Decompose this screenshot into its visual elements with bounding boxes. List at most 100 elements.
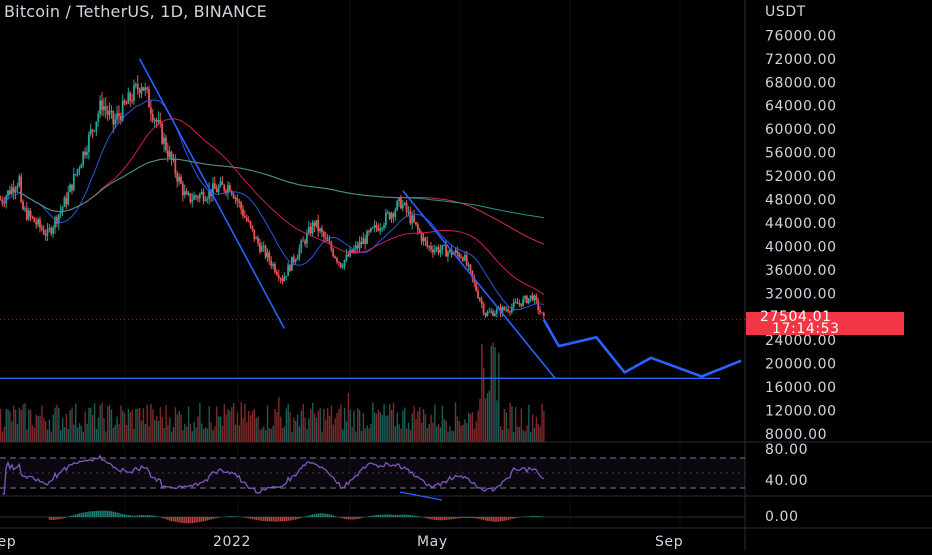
volume-bar — [152, 409, 153, 442]
volume-bar — [534, 428, 535, 442]
macd-histogram-bar — [71, 516, 72, 517]
macd-histogram-bar — [489, 517, 490, 521]
candle-body — [48, 228, 50, 229]
candle-body — [17, 186, 19, 189]
macd-histogram-bar — [481, 517, 482, 520]
volume-bar — [17, 424, 18, 442]
macd-histogram-bar — [312, 514, 313, 517]
macd-histogram-bar — [209, 517, 210, 520]
macd-histogram-bar — [344, 517, 345, 519]
volume-bar — [380, 412, 381, 442]
macd-histogram-bar — [357, 517, 358, 519]
macd-tick-label: 0.00 — [765, 509, 799, 525]
volume-bar — [22, 404, 23, 442]
volume-bar — [526, 425, 527, 442]
volume-bar — [120, 406, 121, 442]
volume-bar — [481, 344, 482, 442]
volume-bar — [248, 411, 249, 442]
volume-bar — [502, 430, 503, 442]
candle-body — [124, 101, 126, 104]
macd-histogram-bar — [111, 511, 112, 517]
macd-histogram-bar — [460, 517, 461, 518]
candle-body — [334, 256, 336, 258]
volume-bar — [383, 404, 384, 442]
candle-body — [216, 189, 218, 192]
volume-bar — [7, 409, 8, 442]
macd-histogram-bar — [69, 516, 70, 517]
volume-bar — [227, 409, 228, 442]
candle-body — [543, 313, 545, 316]
volume-bar — [483, 368, 484, 442]
volume-bar — [137, 409, 138, 442]
candle-body — [458, 253, 460, 257]
candle-body — [312, 222, 314, 233]
volume-bar — [282, 428, 283, 442]
macd-histogram-bar — [319, 513, 320, 517]
macd-histogram-bar — [391, 515, 392, 517]
volume-bar — [492, 343, 493, 442]
volume-bar — [216, 406, 217, 442]
candle-body — [470, 265, 472, 271]
candle-body — [515, 302, 517, 303]
volume-bar — [53, 415, 54, 442]
macd-histogram-bar — [182, 517, 183, 523]
volume-bar — [37, 416, 38, 442]
macd-histogram-bar — [333, 515, 334, 517]
candle-body — [441, 245, 443, 250]
macd-histogram-bar — [348, 517, 349, 519]
volume-bar — [513, 432, 514, 442]
volume-bar — [177, 414, 178, 442]
candle-body — [114, 120, 116, 125]
volume-bar — [464, 419, 465, 442]
volume-bar — [496, 400, 497, 442]
volume-bar — [254, 409, 255, 442]
candle-body — [509, 312, 511, 313]
macd-histogram-bar — [517, 517, 518, 518]
volume-bar — [128, 409, 129, 442]
candle-body — [116, 113, 118, 119]
volume-bar — [60, 430, 61, 442]
macd-histogram-bar — [361, 517, 362, 518]
volume-bar — [252, 411, 253, 442]
volume-bar — [333, 425, 334, 442]
macd-histogram-bar — [120, 513, 121, 517]
volume-bar — [361, 431, 362, 442]
macd-histogram-bar — [252, 517, 253, 519]
candle-body — [30, 211, 32, 217]
candle-body — [139, 89, 141, 93]
volume-bar — [71, 407, 72, 442]
macd-histogram-bar — [105, 511, 106, 517]
candle-body — [532, 295, 534, 300]
macd-histogram-bar — [331, 515, 332, 517]
candle-body — [92, 130, 94, 131]
candle-body — [329, 241, 331, 243]
macd-histogram-bar — [150, 515, 151, 517]
macd-histogram-bar — [417, 516, 418, 517]
candle-body — [24, 208, 26, 209]
candle-body — [45, 234, 47, 235]
candle-body — [391, 213, 393, 219]
candle-body — [11, 187, 13, 194]
volume-bar — [357, 408, 358, 442]
volume-bar — [429, 424, 430, 442]
macd-histogram-bar — [143, 515, 144, 517]
macd-histogram-bar — [205, 517, 206, 521]
macd-histogram-bar — [530, 516, 531, 517]
macd-histogram-bar — [124, 514, 125, 517]
volume-bar — [479, 398, 480, 442]
candle-body — [485, 313, 487, 316]
volume-bar — [444, 419, 445, 442]
volume-bar — [314, 413, 315, 442]
volume-bar — [92, 415, 93, 442]
macd-histogram-bar — [62, 517, 63, 519]
volume-bar — [350, 410, 351, 442]
volume-bar — [532, 415, 533, 442]
volume-bar — [421, 423, 422, 442]
candle-body — [52, 228, 54, 234]
macd-histogram-bar — [141, 515, 142, 517]
candle-body — [101, 100, 103, 110]
candle-body — [357, 245, 359, 248]
volume-bar — [77, 427, 78, 442]
